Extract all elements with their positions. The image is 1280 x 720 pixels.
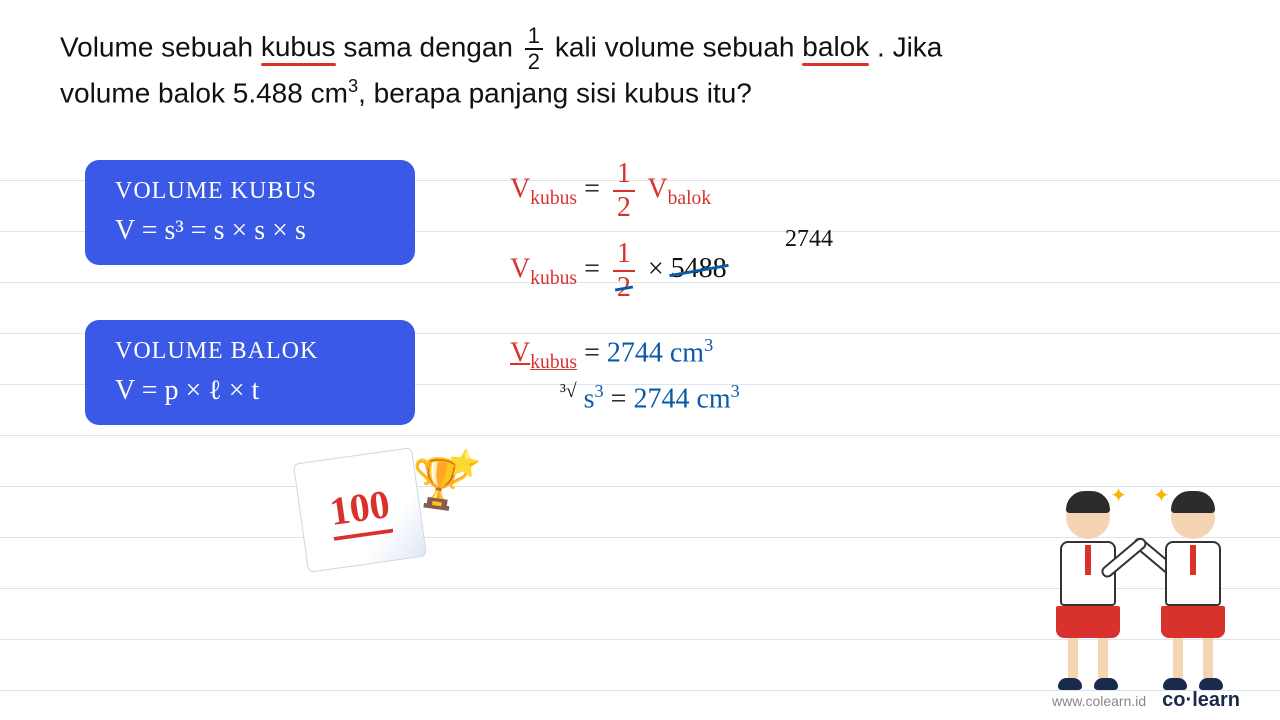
head [1066,495,1110,539]
fraction: 1 2 [613,240,635,302]
work-line-1: Vkubus = 1 2 Vbalok [510,160,711,222]
lhs: s [584,383,595,414]
shorts [1056,606,1120,638]
sparkle-icon: ✦ [1110,483,1127,508]
lhs-sub: kubus [530,188,577,209]
hair [1171,491,1215,513]
hair [1066,491,1110,513]
rhs: 2744 cm [607,337,704,368]
formula-title: VOLUME BALOK [115,338,385,365]
frac-d-struck: 2 [617,272,631,302]
root-pre: ³√ [560,381,577,402]
trophy-icon: 🏆⭐ [406,451,473,516]
rhs: 2744 cm [633,383,730,414]
text: . Jika [877,31,942,62]
work-line-2: Vkubus = 1 2 × 5488 [510,240,727,302]
score-100: 100 [327,480,394,541]
equals: = [584,337,607,368]
skirt [1161,606,1225,638]
text: volume balok 5.488 cm [60,77,348,108]
rhs-v: V [647,173,667,204]
tie [1190,545,1196,575]
equals: = [584,173,607,204]
head [1171,495,1215,539]
fraction-denominator: 2 [528,50,540,73]
legs [1173,638,1213,678]
frac-n: 1 [613,240,635,272]
balok-word: balok [802,31,869,62]
fraction-half: 1 2 [525,25,543,73]
lhs-v: V [510,337,530,368]
body [1165,541,1221,606]
equals: = [584,253,607,284]
footer-brand: co·learn [1162,689,1240,712]
text: Volume sebuah [60,31,261,62]
frac-n: 1 [613,160,635,192]
lhs-sub: kubus [530,268,577,289]
intermediate-2744: 2744 [785,225,833,254]
formula-equation: V = p × ℓ × t [115,375,385,407]
text: , berapa panjang sisi kubus itu? [358,77,752,108]
score-sticker: 100 [293,447,427,573]
legs [1068,638,1108,678]
mascots: ✦ ✦ [1040,495,1240,675]
lhs-sup: 3 [595,381,604,401]
lhs-v: V [510,173,530,204]
sup: 3 [348,76,358,96]
fraction-numerator: 1 [525,25,543,50]
lhs-sub: kubus [530,352,577,373]
footer: www.colearn.id co·learn [1052,689,1240,712]
times: × [648,253,671,284]
rhs-sub: balok [668,188,712,209]
text: kali volume sebuah [555,31,802,62]
equals: = [611,383,634,414]
work-line-4: ³√ s3 = 2744 cm3 [560,380,740,416]
mascot-girl: ✦ [1145,495,1240,675]
lhs-v: V [510,253,530,284]
problem-text: Volume sebuah kubus sama dengan 1 2 kali… [60,25,1220,114]
work-line-3: Vkubus = 2744 cm3 [510,335,713,374]
tie [1085,545,1091,575]
brand-co: co [1162,689,1185,711]
mascot-boy: ✦ [1040,495,1135,675]
fraction: 1 2 [613,160,635,222]
kubus-word: kubus [261,31,336,62]
formula-card-balok: VOLUME BALOK V = p × ℓ × t [85,320,415,425]
sup: 3 [704,335,713,355]
val-struck: 5488 [671,253,727,284]
footer-url: www.colearn.id [1052,693,1146,709]
formula-title: VOLUME KUBUS [115,178,385,205]
formula-card-kubus: VOLUME KUBUS V = s³ = s × s × s [85,160,415,265]
star: ⭐ [446,446,482,481]
sup: 3 [731,381,740,401]
problem-line-2: volume balok 5.488 cm3, berapa panjang s… [60,73,1220,114]
formula-equation: V = s³ = s × s × s [115,215,385,247]
problem-line-1: Volume sebuah kubus sama dengan 1 2 kali… [60,25,1220,73]
brand-learn: learn [1192,689,1240,711]
frac-d: 2 [617,192,631,222]
text: sama dengan [343,31,520,62]
sparkle-icon: ✦ [1153,483,1170,508]
